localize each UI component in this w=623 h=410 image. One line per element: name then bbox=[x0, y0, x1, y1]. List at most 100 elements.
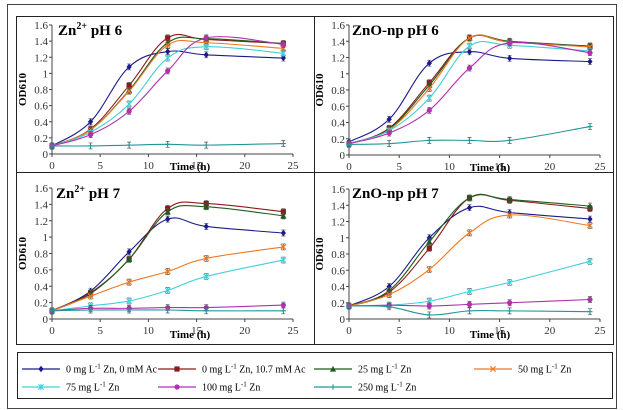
data-point bbox=[49, 308, 55, 314]
y-tick-label: 1.2 bbox=[34, 216, 48, 228]
y-tick-label: 1.4 bbox=[331, 200, 345, 212]
series-line bbox=[348, 34, 590, 145]
y-tick-label: 1.4 bbox=[331, 36, 345, 48]
data-point bbox=[126, 279, 133, 286]
data-point bbox=[587, 309, 593, 315]
data-point bbox=[426, 303, 432, 309]
y-axis-title: OD610 bbox=[17, 73, 29, 107]
y-tick-label: 0.4 bbox=[331, 118, 345, 130]
series-line bbox=[51, 50, 284, 147]
legend-entry: 25 mg L-1 Zn bbox=[314, 363, 411, 376]
data-point bbox=[426, 59, 432, 67]
x-tick-label: 15 bbox=[494, 161, 506, 173]
legend-label: 100 mg L-1 Zn bbox=[202, 381, 260, 394]
legend-marker bbox=[174, 366, 180, 372]
data-point bbox=[466, 194, 473, 201]
data-point bbox=[426, 85, 433, 92]
data-point bbox=[426, 238, 433, 245]
y-tick-label: 1.2 bbox=[331, 53, 345, 65]
x-axis-title: Time (h) bbox=[470, 162, 511, 174]
data-point bbox=[386, 291, 393, 298]
y-tick-label: 1.6 bbox=[34, 183, 48, 195]
y-axis-title: OD610 bbox=[314, 237, 326, 271]
data-point bbox=[203, 203, 210, 210]
data-point bbox=[426, 245, 432, 251]
y-tick-label: 0.2 bbox=[34, 298, 48, 310]
x-tick-label: 15 bbox=[191, 160, 203, 172]
series-line bbox=[348, 214, 591, 307]
x-tick-label: 10 bbox=[444, 325, 456, 337]
data-point bbox=[164, 54, 171, 62]
y-tick-label: 0.4 bbox=[34, 117, 48, 129]
data-point bbox=[126, 108, 132, 114]
x-tick-label: 0 bbox=[49, 325, 55, 337]
data-point bbox=[280, 212, 287, 219]
data-point bbox=[426, 107, 432, 113]
series-line bbox=[51, 246, 284, 312]
data-point bbox=[346, 303, 352, 309]
panel-title: ZnO-np pH 7 bbox=[352, 186, 439, 202]
data-point bbox=[126, 100, 133, 108]
x-tick-label: 10 bbox=[143, 160, 155, 172]
data-point bbox=[466, 65, 473, 71]
data-point bbox=[87, 307, 94, 313]
x-axis-title: Time (h) bbox=[170, 161, 211, 173]
series-line bbox=[51, 142, 284, 147]
panel-frame-zno-ph7 bbox=[314, 172, 614, 345]
data-point bbox=[426, 312, 432, 318]
data-point bbox=[386, 304, 392, 310]
data-point bbox=[164, 287, 171, 294]
series bbox=[345, 211, 593, 310]
x-tick-label: 5 bbox=[97, 325, 103, 337]
legend-entry: 0 mg L-1 Zn, 10.7 mM Ac bbox=[158, 363, 306, 376]
legend-marker bbox=[329, 365, 337, 372]
data-point bbox=[426, 234, 432, 241]
series-line bbox=[51, 204, 284, 312]
data-point bbox=[280, 209, 286, 215]
data-point bbox=[280, 140, 286, 147]
data-point bbox=[426, 266, 433, 273]
series-line bbox=[51, 259, 284, 312]
series-line bbox=[348, 51, 590, 143]
y-tick-label: 1.6 bbox=[34, 20, 48, 32]
data-point bbox=[126, 88, 133, 95]
y-tick-label: 1 bbox=[340, 233, 346, 245]
y-tick-label: 0.2 bbox=[34, 133, 48, 145]
data-point bbox=[203, 223, 209, 230]
y-tick-label: 1.6 bbox=[331, 20, 345, 32]
data-point bbox=[164, 42, 171, 49]
data-point bbox=[386, 130, 392, 136]
legend-marker bbox=[38, 383, 44, 391]
series-line bbox=[51, 36, 284, 147]
series bbox=[49, 140, 286, 150]
y-tick-label: 0.6 bbox=[34, 101, 48, 113]
legend-label: 25 mg L-1 Zn bbox=[358, 363, 411, 376]
data-point bbox=[164, 208, 171, 215]
data-point bbox=[280, 50, 287, 57]
y-tick-label: 0.6 bbox=[331, 265, 345, 277]
legend-label: 75 mg L-1 Zn bbox=[66, 381, 119, 394]
x-tick-label: 20 bbox=[239, 160, 251, 172]
y-axis-title: OD610 bbox=[17, 237, 29, 271]
data-point bbox=[587, 215, 593, 223]
y-tick-label: 1.2 bbox=[331, 217, 345, 229]
data-point bbox=[426, 95, 433, 102]
data-point bbox=[280, 41, 286, 47]
series-line bbox=[51, 33, 284, 147]
data-point bbox=[466, 229, 473, 236]
y-tick-label: 0.8 bbox=[34, 85, 48, 97]
data-point bbox=[203, 308, 209, 314]
data-point bbox=[507, 55, 513, 62]
series-line bbox=[51, 309, 284, 312]
data-point bbox=[126, 297, 133, 305]
legend-marker bbox=[330, 384, 336, 390]
x-tick-label: 10 bbox=[444, 161, 456, 173]
data-point bbox=[386, 116, 392, 123]
x-tick-label: 5 bbox=[97, 160, 103, 172]
data-point bbox=[466, 301, 473, 307]
x-tick-label: 0 bbox=[346, 325, 352, 337]
series-line bbox=[51, 39, 284, 147]
y-tick-label: 0 bbox=[340, 314, 346, 326]
data-point bbox=[203, 142, 209, 148]
y-tick-label: 0 bbox=[43, 149, 49, 161]
